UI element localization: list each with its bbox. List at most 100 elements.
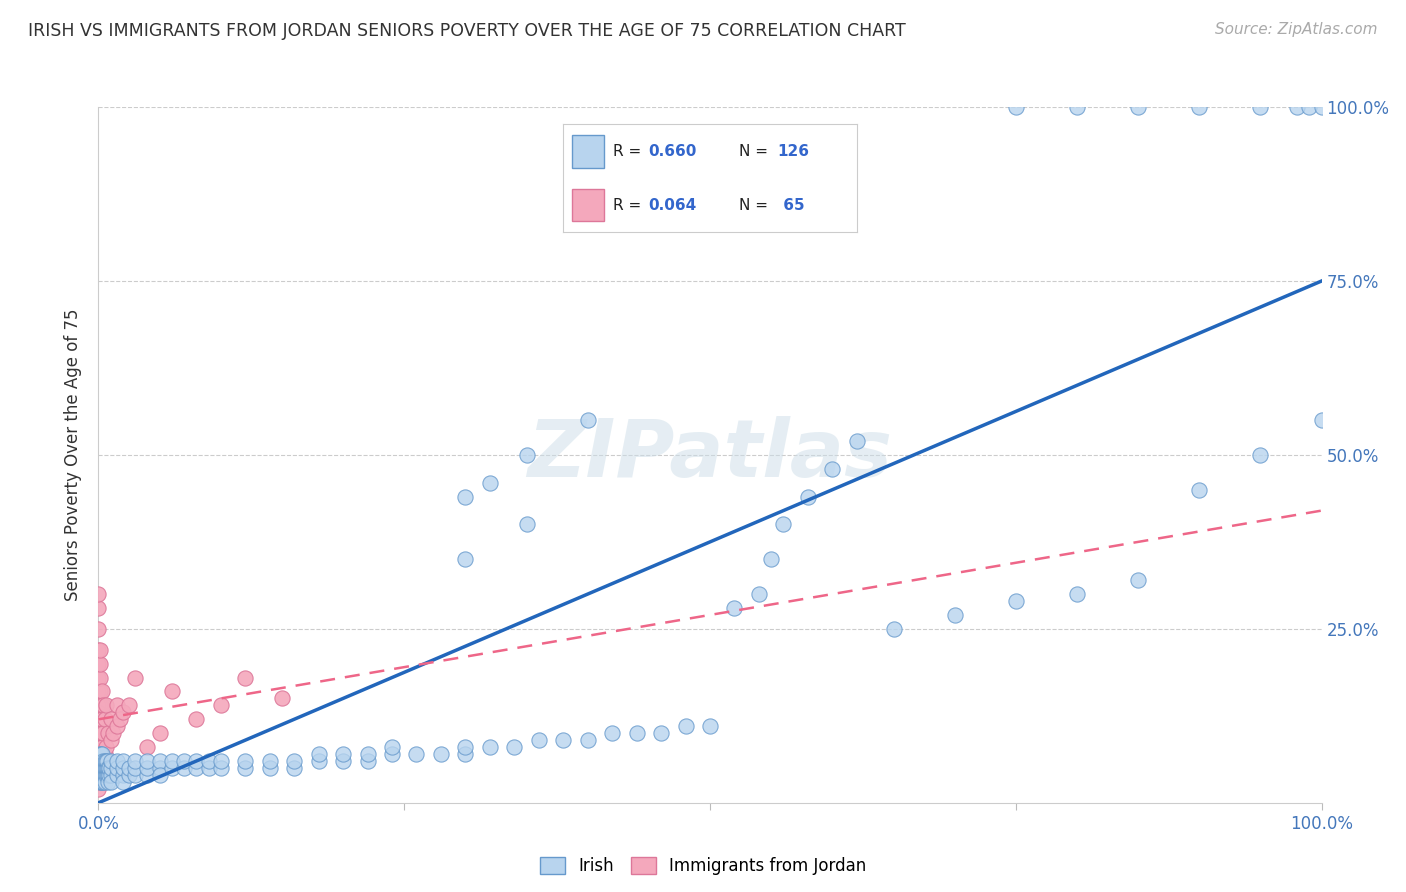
Point — [503, 740, 526, 755]
Point — [111, 761, 134, 775]
Point — [105, 719, 128, 733]
Point — [209, 698, 232, 713]
Point — [478, 475, 501, 490]
Point — [87, 747, 110, 761]
Point — [87, 719, 110, 733]
Point — [89, 768, 111, 782]
Point — [91, 754, 114, 768]
Point — [93, 775, 115, 789]
Point — [100, 754, 122, 768]
Point — [87, 712, 110, 726]
Point — [89, 684, 111, 698]
Point — [600, 726, 623, 740]
Point — [160, 684, 183, 698]
Point — [381, 740, 404, 755]
Point — [96, 761, 118, 775]
Point — [118, 768, 141, 782]
Point — [136, 754, 159, 768]
Y-axis label: Seniors Poverty Over the Age of 75: Seniors Poverty Over the Age of 75 — [65, 309, 83, 601]
Point — [93, 712, 115, 726]
Point — [94, 768, 117, 782]
Point — [97, 768, 120, 782]
Point — [89, 747, 111, 761]
Point — [87, 601, 110, 615]
Point — [883, 622, 905, 636]
Point — [124, 754, 146, 768]
Point — [118, 698, 141, 713]
Point — [845, 434, 868, 448]
Point — [1249, 448, 1271, 462]
Point — [1188, 483, 1211, 497]
Point — [111, 706, 134, 720]
Point — [111, 775, 134, 789]
Point — [699, 719, 721, 733]
Point — [87, 657, 110, 671]
Point — [1128, 100, 1150, 114]
Point — [576, 733, 599, 747]
Point — [943, 607, 966, 622]
Point — [91, 684, 114, 698]
Point — [118, 761, 141, 775]
Point — [90, 775, 112, 789]
Point — [91, 768, 114, 782]
Point — [197, 754, 219, 768]
Point — [89, 726, 111, 740]
Point — [149, 768, 172, 782]
Point — [90, 698, 112, 713]
Point — [90, 726, 112, 740]
Point — [91, 754, 114, 768]
Point — [87, 684, 110, 698]
Point — [91, 747, 114, 761]
Point — [91, 775, 114, 789]
Point — [233, 671, 256, 685]
Point — [87, 733, 110, 747]
Point — [91, 775, 114, 789]
Point — [91, 698, 114, 713]
Point — [111, 768, 134, 782]
Point — [527, 733, 550, 747]
Point — [356, 754, 378, 768]
Point — [186, 761, 208, 775]
Point — [96, 768, 118, 782]
Point — [160, 754, 183, 768]
Point — [87, 706, 110, 720]
Point — [91, 761, 114, 775]
Point — [89, 671, 111, 685]
Point — [91, 712, 114, 726]
Point — [259, 761, 281, 775]
Point — [1249, 100, 1271, 114]
Point — [173, 761, 195, 775]
Legend: Irish, Immigrants from Jordan: Irish, Immigrants from Jordan — [540, 856, 866, 875]
Point — [90, 747, 112, 761]
Point — [197, 761, 219, 775]
Point — [1004, 100, 1026, 114]
Point — [381, 747, 404, 761]
Point — [1066, 100, 1088, 114]
Point — [283, 754, 305, 768]
Point — [89, 740, 111, 755]
Point — [1310, 413, 1333, 427]
Point — [761, 552, 783, 566]
Point — [105, 698, 128, 713]
Point — [515, 517, 537, 532]
Point — [105, 754, 128, 768]
Point — [136, 768, 159, 782]
Point — [93, 747, 115, 761]
Point — [101, 726, 124, 740]
Text: IRISH VS IMMIGRANTS FROM JORDAN SENIORS POVERTY OVER THE AGE OF 75 CORRELATION C: IRISH VS IMMIGRANTS FROM JORDAN SENIORS … — [28, 22, 905, 40]
Point — [91, 761, 114, 775]
Point — [478, 740, 501, 755]
Point — [94, 754, 117, 768]
Point — [89, 642, 111, 657]
Point — [1004, 594, 1026, 608]
Point — [149, 754, 172, 768]
Point — [89, 754, 111, 768]
Point — [454, 747, 477, 761]
Point — [97, 761, 120, 775]
Point — [97, 726, 120, 740]
Point — [87, 754, 110, 768]
Point — [332, 754, 354, 768]
Point — [308, 747, 330, 761]
Point — [97, 775, 120, 789]
Point — [105, 761, 128, 775]
